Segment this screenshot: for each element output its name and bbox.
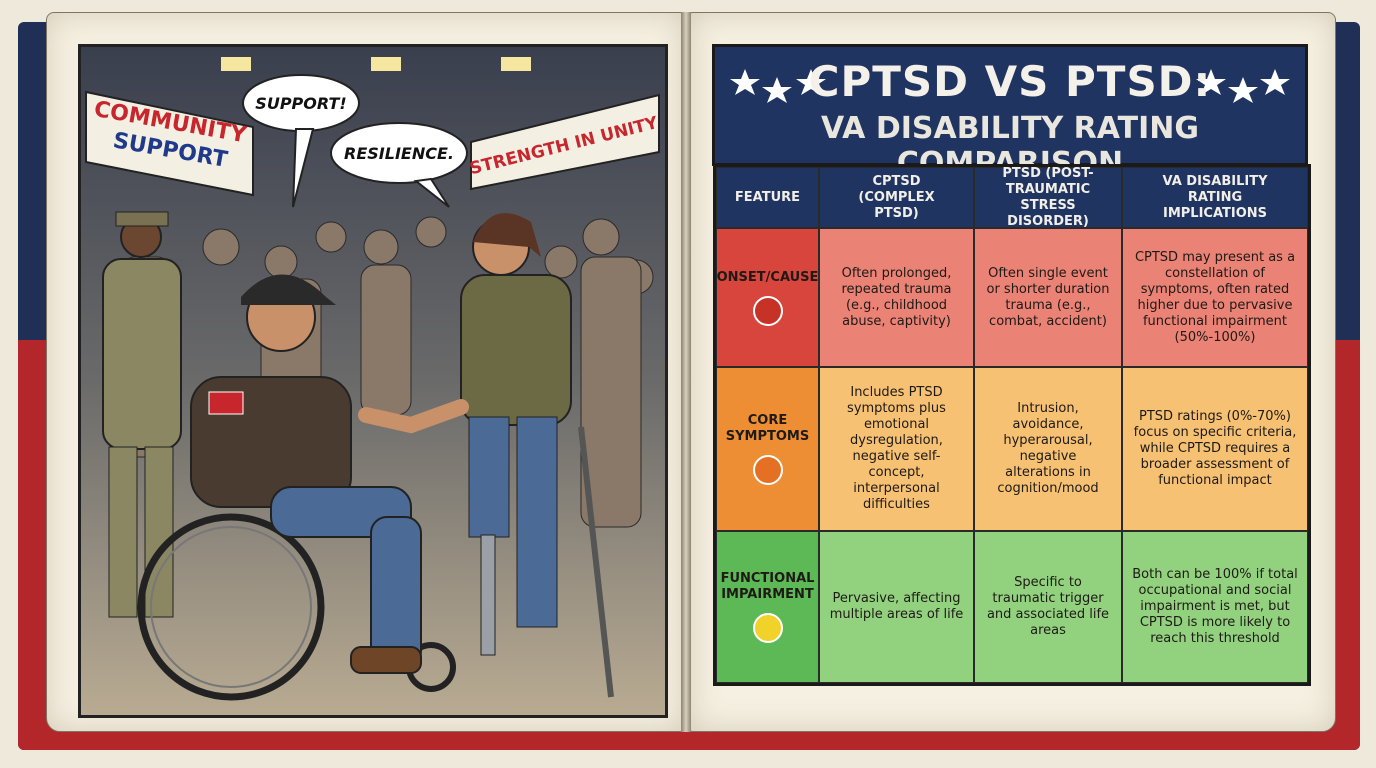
woman-with-prosthetic [358, 213, 614, 698]
speech-text: RESILIENCE. [344, 144, 454, 163]
feature-cell: ONSET/CAUSE [716, 228, 819, 367]
speech-text: SUPPORT! [255, 94, 346, 113]
row-icon [752, 455, 783, 485]
ceiling-light [501, 57, 531, 71]
comparison-table: FEATURE CPTSD (COMPLEX PTSD) PTSD (POST-… [713, 164, 1311, 686]
feature-label: CORE SYMPTOMS [725, 413, 810, 444]
speech-tail [292, 128, 315, 208]
speech-bubble [330, 122, 468, 184]
table-cell: Includes PTSD symptoms plus emotional dy… [819, 367, 974, 531]
row-icon [752, 295, 783, 326]
feature-label: FUNCTIONAL IMPAIRMENT [720, 571, 815, 602]
speech-tail [413, 177, 450, 208]
row-icon [752, 613, 783, 643]
feature-label: ONSET/CAUSE [716, 269, 819, 285]
ceiling-light [221, 57, 251, 71]
column-header: FEATURE [716, 167, 819, 228]
table-cell: Intrusion, avoidance, hyperarousal, nega… [974, 367, 1122, 531]
feature-cell: CORE SYMPTOMS [716, 367, 819, 531]
subtitle: VA DISABILITY RATING COMPARISON [820, 111, 1200, 181]
table-cell: Both can be 100% if total occupational a… [1122, 531, 1308, 683]
column-header: VA DISABILITY RATING IMPLICATIONS [1122, 167, 1308, 228]
feature-cell: FUNCTIONAL IMPAIRMENT [716, 531, 819, 683]
ceiling-light [371, 57, 401, 71]
column-header: PTSD (POST-TRAUMATIC STRESS DISORDER) [974, 166, 1122, 229]
illustration: COMMUNITY SUPPORT STRENGTH IN UNITY SUPP… [78, 44, 668, 718]
title: CPTSD VS PTSD: [808, 57, 1212, 106]
column-header: CPTSD (COMPLEX PTSD) [819, 167, 974, 228]
table-cell: PTSD ratings (0%-70%) focus on specific … [1122, 367, 1308, 531]
table-cell: Pervasive, affecting multiple areas of l… [819, 531, 974, 683]
table-cell: Often single event or shorter duration t… [974, 228, 1122, 367]
table-cell: Often prolonged, repeated trauma (e.g., … [819, 228, 974, 367]
table-cell: CPTSD may present as a constellation of … [1122, 228, 1308, 367]
table-cell: Specific to traumatic trigger and associ… [974, 531, 1122, 683]
stars [730, 69, 1290, 103]
banner [85, 90, 254, 197]
book-spine [681, 12, 691, 732]
soldier [102, 211, 182, 618]
banner [470, 93, 660, 191]
header: CPTSD VS PTSD: VA DISABILITY RATING COMP… [712, 44, 1308, 181]
veteran-in-wheelchair [137, 274, 456, 701]
